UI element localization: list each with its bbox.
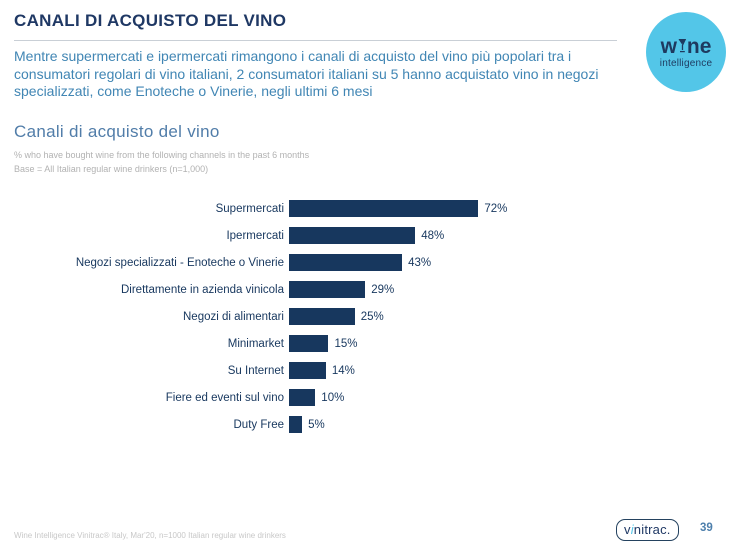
bar-value-label: 25% [360, 310, 384, 323]
bar [289, 200, 479, 217]
bar [289, 335, 329, 352]
bar-value-label: 43% [408, 256, 432, 269]
vinitrac-i: i [630, 522, 634, 537]
bar-row: Minimarket 15% [14, 335, 507, 352]
bar-row: Su Internet 14% [14, 362, 507, 379]
chart-subtitle-line1: % who have bought wine from the followin… [14, 150, 310, 160]
bar-row: Direttamente in azienda vinicola 29% [14, 281, 507, 298]
bar [289, 281, 366, 298]
bar-category-label: Minimarket [227, 337, 284, 350]
bar-category-label: Negozi di alimentari [183, 310, 284, 323]
logo-word-part1: w [660, 34, 677, 58]
bar [289, 308, 355, 325]
chart-title: Canali di acquisto del vino [14, 122, 220, 141]
chart-subtitle: % who have bought wine from the followin… [14, 149, 309, 176]
title-divider [14, 40, 617, 41]
bar [289, 389, 316, 406]
intro-text: Mentre supermercati e ipermercati rimang… [14, 48, 599, 100]
bar [289, 416, 303, 433]
bar-category-label: Ipermercati [226, 229, 284, 242]
bar-row: Fiere ed eventi sul vino 10% [14, 389, 507, 406]
bar-row: Ipermercati 48% [14, 227, 507, 244]
wine-glass-icon [678, 38, 686, 52]
page-title: CANALI DI ACQUISTO DEL VINO [14, 11, 287, 30]
bar-value-label: 10% [321, 391, 345, 404]
bar-category-label: Negozi specializzati - Enoteche o Vineri… [75, 256, 284, 269]
bar-value-label: 14% [331, 364, 355, 377]
bar-value-label: 15% [334, 337, 358, 350]
bar-category-label: Supermercati [215, 202, 284, 215]
bar [289, 227, 416, 244]
bar-category-label: Su Internet [227, 364, 284, 377]
bar-row: Supermercati 72% [14, 200, 507, 217]
bar-value-label: 48% [421, 229, 445, 242]
logo-wordmark: w ne [661, 36, 712, 57]
logo-tagline: intelligence [659, 57, 713, 69]
chart-subtitle-line2: Base = All Italian regular wine drinkers… [14, 163, 209, 174]
bar-row: Negozi specializzati - Enoteche o Vineri… [14, 254, 507, 271]
footer-source-text: Wine Intelligence Vinitrac® Italy, Mar'2… [14, 531, 286, 540]
vinitrac-logo: vinitrac. [616, 519, 679, 541]
vinitrac-part2: nitrac. [633, 522, 671, 537]
bar-value-label: 5% [308, 418, 325, 431]
bar [289, 254, 403, 271]
logo-word-part2: ne [686, 34, 712, 58]
vinitrac-part1: v [624, 522, 631, 537]
bar-category-label: Duty Free [233, 418, 285, 431]
wine-intelligence-logo: w ne intelligence [646, 12, 726, 92]
page-number: 39 [700, 522, 713, 534]
bar-category-label: Direttamente in azienda vinicola [120, 283, 284, 296]
bar-row: Negozi di alimentari 25% [14, 308, 507, 325]
bar-row: Duty Free 5% [14, 416, 507, 433]
bar-category-label: Fiere ed eventi sul vino [165, 391, 284, 404]
bar-value-label: 29% [371, 283, 395, 296]
bar-chart-rows: Supermercati 72% Ipermercati 48% Negozi … [14, 200, 507, 433]
bar-value-label: 72% [484, 202, 508, 215]
bar [289, 362, 326, 379]
